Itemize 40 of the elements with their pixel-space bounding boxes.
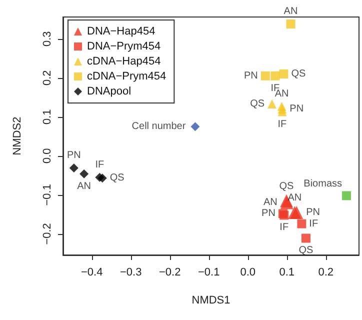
data-label: AN: [284, 6, 298, 18]
legend-label: DNA−Prym454: [87, 40, 161, 52]
x-tick-label: 0.2: [318, 266, 334, 278]
data-label: QS: [298, 245, 314, 256]
x-tick-label: −0.2: [158, 266, 181, 278]
y-tick-label: −0.2: [42, 223, 54, 245]
data-label: IF: [278, 118, 287, 130]
y-tick-label: −0.1: [42, 184, 54, 206]
data-label: QS: [291, 68, 306, 80]
data-label: QS: [110, 172, 125, 184]
y-tick-label: 0.2: [42, 70, 54, 86]
x-axis-title: NMDS1: [192, 294, 230, 306]
data-label: AN: [263, 197, 278, 208]
data-label: Biomass: [304, 178, 342, 190]
data-label: IF: [280, 222, 289, 234]
data-label: PN: [244, 70, 258, 82]
x-tick-label: −0.3: [120, 266, 142, 278]
legend-label: cDNA−Hap454: [87, 56, 161, 68]
data-label: PN: [66, 150, 81, 161]
data-label: IF: [95, 159, 104, 170]
data-label: PN: [290, 104, 304, 115]
data-label: AN: [288, 192, 302, 204]
x-tick-label: −0.4: [81, 266, 103, 278]
data-label: PN: [306, 206, 320, 218]
legend-label: DNApool: [87, 86, 132, 98]
x-tick-label: 0.0: [240, 266, 256, 278]
data-label: PN: [262, 208, 276, 220]
y-tick-label: 0.3: [42, 31, 54, 46]
data-label: Cell number: [132, 121, 186, 132]
x-tick-label: 0.1: [279, 266, 294, 278]
legend-label: cDNA−Prym454: [87, 70, 166, 82]
y-tick-label: 0.1: [42, 109, 54, 125]
data-label: IF: [309, 218, 318, 230]
y-axis-title: NMDS2: [12, 116, 24, 156]
data-label: QS: [279, 180, 294, 192]
legend-label: DNA−Hap454: [87, 26, 156, 38]
data-label: AN: [77, 180, 92, 192]
data-label: QS: [250, 98, 265, 110]
y-tick-label: 0.0: [42, 148, 54, 164]
x-tick-label: −0.1: [198, 266, 220, 278]
